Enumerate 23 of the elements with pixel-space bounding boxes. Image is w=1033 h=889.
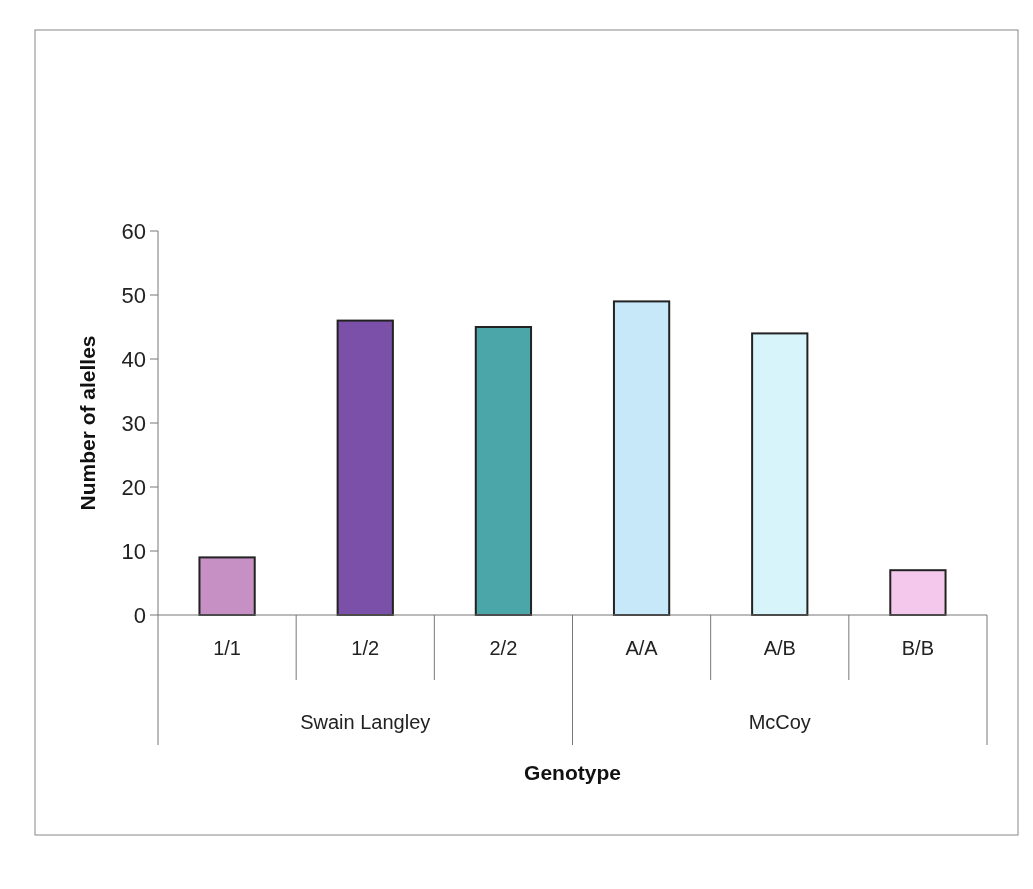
bar: [198, 556, 256, 616]
text: McCoy: [748, 711, 811, 733]
y-tick-label: 40: [121, 346, 146, 372]
text: Swain Langley: [300, 711, 431, 733]
x-tick-label: A/A: [625, 637, 659, 659]
y-axis-title: Number of alelles: [76, 335, 99, 511]
bar: [751, 332, 809, 616]
bar: [889, 569, 947, 616]
y-tick-label: 0: [133, 602, 146, 628]
bar: [336, 319, 394, 616]
x-tick-label: A/B: [763, 637, 796, 659]
x-tick-label: B/B: [901, 637, 935, 659]
x-tick-label: 1/1: [213, 637, 241, 659]
y-tick-label: 20: [121, 474, 146, 500]
y-tick-label: 50: [121, 282, 146, 308]
x-tick-label: 1/2: [351, 637, 380, 659]
bar: [612, 300, 671, 616]
x-tick-label: 2/2: [489, 637, 518, 659]
y-tick-label: 10: [121, 538, 146, 564]
y-tick-label: 30: [121, 410, 146, 436]
bar: [474, 326, 533, 616]
y-tick-label: 60: [121, 218, 146, 244]
x-axis-title: Genotype: [524, 761, 621, 784]
